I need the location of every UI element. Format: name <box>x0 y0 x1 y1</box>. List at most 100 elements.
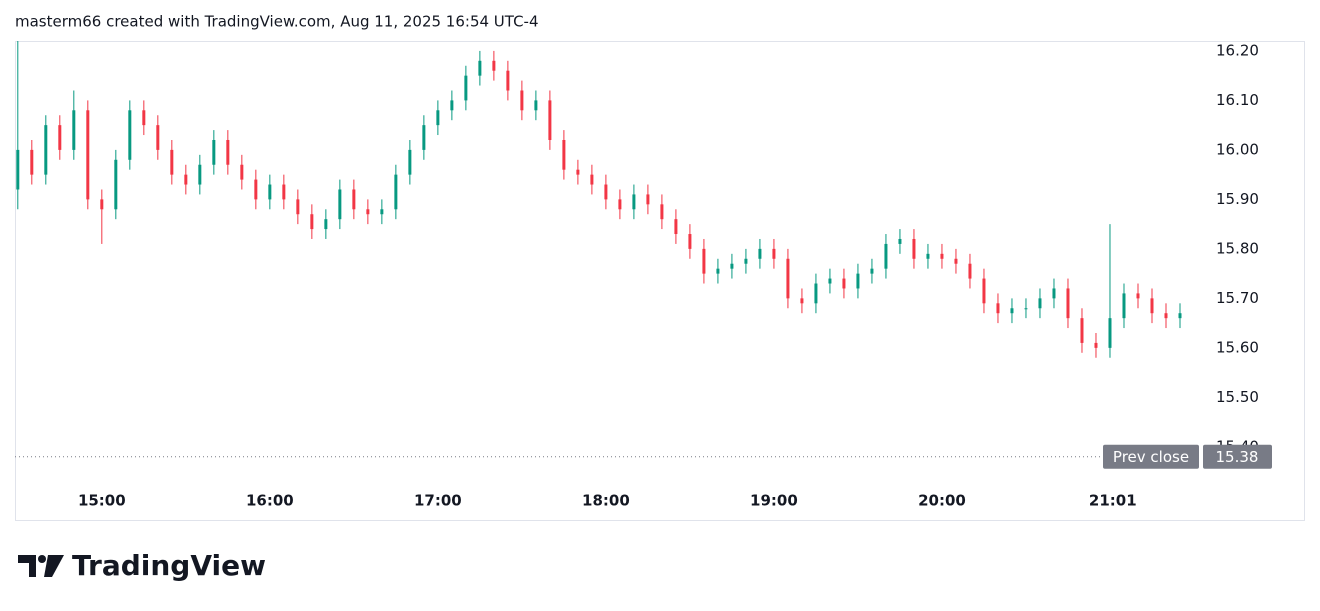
candle-body <box>688 234 692 249</box>
candle-body <box>240 164 244 180</box>
candle-body <box>548 100 552 140</box>
candle-body <box>898 238 902 244</box>
candle-body <box>534 100 538 111</box>
candle-body <box>800 298 804 304</box>
candle-body <box>982 278 986 304</box>
candle-body <box>884 243 888 269</box>
candle-body <box>758 248 762 259</box>
y-tick-label: 15.80 <box>1216 239 1259 257</box>
candle-body <box>492 60 496 71</box>
candle-body <box>100 199 104 210</box>
candle-body <box>786 258 790 299</box>
candle-body <box>296 199 300 215</box>
candle-body <box>44 125 48 175</box>
attribution: masterm66 created with TradingView.com, … <box>15 13 539 31</box>
y-tick-label: 15.60 <box>1216 338 1259 356</box>
candle-body <box>184 174 188 185</box>
candle-body <box>506 70 510 91</box>
candle-body <box>954 258 958 264</box>
candle-body <box>142 110 146 126</box>
candle-body <box>520 90 524 111</box>
candle-body <box>408 149 412 175</box>
y-tick-label: 15.50 <box>1216 388 1259 406</box>
chart-frame <box>15 41 1305 521</box>
plot <box>16 41 1182 358</box>
candle-body <box>380 209 384 215</box>
candle-body <box>478 60 482 76</box>
candle-body <box>1094 342 1098 348</box>
x-tick-label: 20:00 <box>918 492 966 510</box>
candle-body <box>730 263 734 269</box>
candle-body <box>16 149 20 190</box>
y-tick-label: 16.10 <box>1216 91 1259 109</box>
candle-body <box>1052 288 1056 299</box>
candle-body <box>72 110 76 150</box>
candle-body <box>1122 293 1126 319</box>
candle-body <box>702 248 706 274</box>
y-tick-label: 15.70 <box>1216 289 1259 307</box>
logo-text: TradingView <box>72 549 266 582</box>
candle-body <box>576 169 580 175</box>
candle-body <box>1150 298 1154 314</box>
x-tick-label: 16:00 <box>246 492 294 510</box>
candle-body <box>450 100 454 111</box>
candle-body <box>772 248 776 259</box>
candle-body <box>1010 308 1014 314</box>
y-tick-label: 16.00 <box>1216 140 1259 158</box>
candle-body <box>674 219 678 235</box>
candle-body <box>870 268 874 274</box>
y-tick-label: 15.90 <box>1216 190 1259 208</box>
candle-body <box>310 214 314 230</box>
logo-icon <box>18 555 64 577</box>
candle-body <box>1108 318 1112 348</box>
x-tick-label: 21:01 <box>1089 492 1137 510</box>
candle-body <box>1080 318 1084 343</box>
candle-body <box>842 278 846 289</box>
candle-body <box>58 125 62 150</box>
candle-body <box>30 149 34 175</box>
candle-body <box>1038 298 1042 309</box>
candle-body <box>940 253 944 259</box>
candle-body <box>926 253 930 259</box>
candle-body <box>366 209 370 215</box>
candle-body <box>604 184 608 200</box>
candle-body <box>436 110 440 126</box>
candle-body <box>464 75 468 101</box>
candle-body <box>268 184 272 200</box>
candle-body <box>744 258 748 264</box>
candle-body <box>170 149 174 175</box>
x-tick-label: 17:00 <box>414 492 462 510</box>
candle-body <box>156 125 160 150</box>
y-tick-label: 16.20 <box>1216 41 1259 59</box>
prev-close-badge <box>1103 444 1199 469</box>
candle-body <box>1024 308 1028 310</box>
candle-body <box>590 174 594 185</box>
candle-body <box>646 194 650 205</box>
prev-close-label: Prev close <box>1113 448 1189 466</box>
candle-body <box>912 238 916 259</box>
candle-body <box>212 139 216 165</box>
candle-body <box>254 179 258 200</box>
candle-body <box>1178 313 1182 319</box>
x-tick-label: 18:00 <box>582 492 630 510</box>
candle-body <box>422 125 426 150</box>
candle-body <box>1164 313 1168 319</box>
prev-close-value: 15.38 <box>1216 448 1259 466</box>
x-tick-label: 19:00 <box>750 492 798 510</box>
candle-body <box>338 189 342 220</box>
candle-body <box>324 219 328 230</box>
candle-body <box>856 273 860 289</box>
candle-body <box>226 139 230 165</box>
prev-close-value-badge <box>1203 444 1272 469</box>
x-tick-label: 15:00 <box>78 492 126 510</box>
candle-body <box>394 174 398 210</box>
candle-body <box>814 283 818 304</box>
candle-body <box>1136 293 1140 299</box>
candle-body <box>198 164 202 185</box>
candle-body <box>114 159 118 210</box>
candle-body <box>660 204 664 220</box>
candle-body <box>828 278 832 284</box>
candle-body <box>996 303 1000 314</box>
candle-body <box>128 110 132 160</box>
